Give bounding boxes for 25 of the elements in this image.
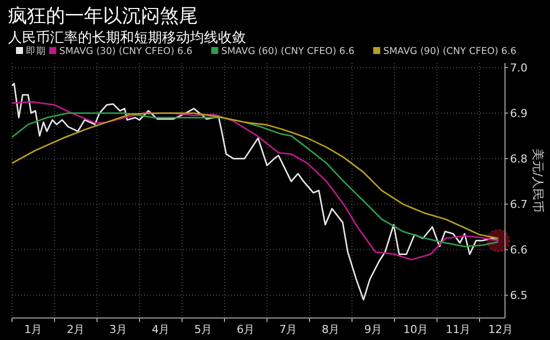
legend-label: 即期 (26, 45, 46, 57)
legend-label: SMAVG (60) (CNY CFEO) 6.6 (221, 46, 354, 57)
y-tick-label: 6.6 (510, 244, 528, 257)
x-tick-label: 7月 (279, 323, 298, 336)
legend-label: SMAVG (30) (CNY CFEO) 6.6 (59, 46, 192, 57)
x-tick-label: 8月 (322, 323, 340, 336)
x-tick-label: 12月 (488, 323, 514, 336)
x-tick-label: 1月 (24, 323, 42, 336)
legend-label: SMAVG (90) (CNY CFEO) 6.6 (383, 46, 516, 57)
y-axis-title: 美元/人民币 (531, 148, 545, 213)
chart-subtitle: 人民币汇率的长期和短期移动均线收敛 (8, 30, 246, 46)
chart-title: 疯狂的一年以沉闷煞尾 (8, 6, 198, 27)
x-tick-label: 4月 (152, 323, 170, 336)
x-tick-label: 5月 (194, 323, 212, 336)
x-tick-label: 9月 (364, 323, 382, 336)
y-tick-label: 6.7 (510, 198, 528, 212)
y-tick-label: 6.9 (510, 107, 528, 120)
x-tick-label: 10月 (403, 323, 428, 336)
x-tick-label: 11月 (446, 323, 471, 336)
y-tick-label: 6.8 (510, 152, 528, 166)
x-tick-label: 6月 (236, 323, 255, 336)
y-tick-label: 6.5 (510, 289, 528, 302)
x-tick-label: 3月 (109, 323, 128, 336)
x-tick-label: 2月 (66, 323, 85, 336)
y-tick-label: 7.0 (510, 62, 528, 75)
